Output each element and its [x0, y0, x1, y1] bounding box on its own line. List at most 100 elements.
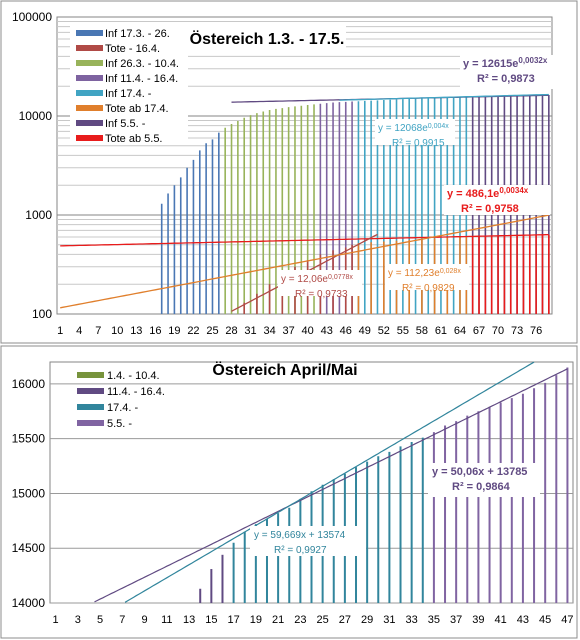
trendline-r2: R² = 0,9915 [392, 138, 445, 149]
trendline-label-bg [460, 55, 568, 89]
chart-1-log-scale: 100 1000 10000 100000 1 4 7 10 13 16 19 22 25 28 31 34 3… [0, 0, 578, 344]
legend-swatch [76, 75, 103, 81]
x-tick-label: 16 [149, 325, 161, 337]
x-tick-label: 3 [75, 614, 81, 626]
x-tick-label: 5 [97, 614, 103, 626]
x-tick-label: 58 [416, 325, 428, 337]
x-tick-label: 52 [378, 325, 390, 337]
x-tick-label: 35 [428, 614, 440, 626]
trendline-equation-exponent: 0,0778x [328, 274, 353, 281]
y-tick-label: 1000 [25, 208, 52, 222]
legend-label: Inf 11.4. - 16.4. [105, 73, 178, 85]
trendline-equation-base: y = 112,23e [388, 268, 440, 279]
legend-label: Inf 17.4. - [105, 88, 152, 100]
trendline-equation-exponent: 0,0032x [518, 56, 547, 65]
legend-swatch [76, 120, 103, 126]
trendline-equation-exponent: 0,0034x [499, 186, 528, 195]
trendline-r2: R² = 0,9733 [295, 289, 348, 300]
x-tick-label: 31 [244, 325, 256, 337]
x-tick-label: 67 [473, 325, 485, 337]
x-tick-label: 1 [57, 325, 63, 337]
y-tick-label: 14000 [12, 596, 46, 610]
x-tick-label: 55 [397, 325, 409, 337]
x-tick-label: 19 [250, 614, 262, 626]
trendline-equation: y = 12615e0,0032x [463, 56, 548, 71]
trendline-1 [94, 368, 568, 603]
x-tick-label: 10 [111, 325, 123, 337]
x-tick-label: 73 [511, 325, 523, 337]
x-tick-label: 28 [225, 325, 237, 337]
legend-label: Tote ab 17.4. [105, 103, 169, 115]
legend-swatch [77, 372, 104, 378]
x-tick-label: 47 [561, 614, 573, 626]
trendline-label-bg [428, 463, 540, 497]
x-tick-label: 45 [539, 614, 551, 626]
x-tick-label: 4 [76, 325, 82, 337]
trendline-label-bg [375, 119, 455, 145]
x-tick-label: 29 [361, 614, 373, 626]
x-tick-label: 39 [472, 614, 484, 626]
trendline-equation: y = 112,23e0,028x [388, 268, 461, 280]
trendline-equation: y = 486,1e0,0034x [447, 186, 529, 201]
x-tick-label: 43 [321, 325, 333, 337]
x-tick-label: 64 [454, 325, 466, 337]
y-tick-label: 15500 [12, 432, 46, 446]
trendline-r2: R² = 0,9829 [402, 283, 455, 294]
trendline-equation-exponent: 0,004x [428, 123, 450, 130]
legend-label: 17.4. - [107, 402, 139, 414]
trendline-equation: y = 12,06e0,0778x [281, 274, 353, 286]
x-tick-label: 13 [130, 325, 142, 337]
x-tick-label: 25 [206, 325, 218, 337]
legend-swatch [76, 135, 103, 141]
x-tick-label: 7 [119, 614, 125, 626]
trendline-r2: R² = 0,9758 [461, 203, 519, 215]
trendline-equation: y = 59,669x + 13574 [254, 530, 346, 541]
y-tick-label: 16000 [12, 377, 46, 391]
legend-label: 5.5. - [107, 418, 132, 430]
y-tick-label: 14500 [12, 541, 46, 555]
trendline-2 [124, 361, 535, 603]
legend-label: Inf 26.3. - 10.4. [105, 58, 179, 70]
trendline-equation-exponent: 0,028x [440, 268, 462, 275]
legend-label: Inf 5.5. - [105, 118, 146, 130]
trendline-r2: R² = 0,9927 [274, 545, 327, 556]
legend-swatch [77, 388, 104, 394]
legend-swatch [76, 30, 103, 36]
x-tick-label: 17 [227, 614, 239, 626]
legend-label: Inf 17.3. - 26. [105, 28, 170, 40]
x-tick-label: 76 [530, 325, 542, 337]
trendline-equation-base: y = 486,1e [447, 188, 499, 200]
legend-label: Tote ab 5.5. [105, 133, 163, 145]
trendline-label-bg [250, 526, 366, 556]
x-tick-label: 33 [406, 614, 418, 626]
x-tick-label: 21 [272, 614, 284, 626]
x-tick-label: 49 [359, 325, 371, 337]
title-1-bg [188, 26, 346, 50]
legend-swatch [76, 105, 103, 111]
x-tick-label: 31 [383, 614, 395, 626]
trendline-equation: y = 50,06x + 13785 [432, 466, 527, 478]
x-tick-label: 34 [263, 325, 275, 337]
legend-swatch [76, 60, 103, 66]
trendline-equation: y = 12068e0,004x [378, 123, 449, 135]
x-tick-label: 15 [205, 614, 217, 626]
y-tick-label: 15000 [12, 486, 46, 500]
x-tick-label: 27 [339, 614, 351, 626]
legend-swatch [76, 90, 103, 96]
x-tick-label: 13 [183, 614, 195, 626]
legend-swatch [77, 420, 104, 426]
trendline-r2: R² = 0,9873 [477, 73, 535, 85]
y-tick-label: 100000 [12, 10, 52, 24]
legend-label: 11.4. - 16.4. [107, 386, 165, 398]
x-tick-label: 22 [187, 325, 199, 337]
chart-1-title: Östereich 1.3. - 17.5. [190, 29, 345, 48]
x-tick-label: 9 [142, 614, 148, 626]
trendline-r2: R² = 0,9864 [452, 481, 511, 493]
trendline-2 [339, 93, 549, 101]
x-tick-label: 61 [435, 325, 447, 337]
x-tick-label: 37 [450, 614, 462, 626]
x-tick-label: 25 [317, 614, 329, 626]
legend-swatch [77, 404, 104, 410]
x-tick-label: 43 [517, 614, 529, 626]
